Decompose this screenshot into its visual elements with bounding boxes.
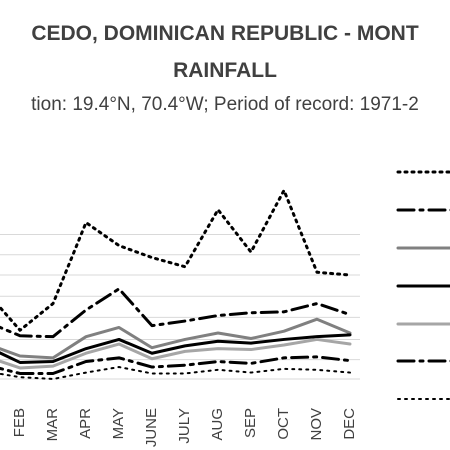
series-7-line <box>0 366 351 380</box>
chart-subtitle: tion: 19.4°N, 70.4°W; Period of record: … <box>31 94 419 115</box>
x-tick-label-oct: OCT <box>275 408 292 440</box>
x-tick-label-july: JULY <box>176 408 193 444</box>
x-tick-label-may: MAY <box>110 408 127 439</box>
series-4-line <box>0 333 352 364</box>
x-tick-label-mar: MAR <box>44 408 61 442</box>
x-tick-label-aug: AUG <box>209 408 226 441</box>
chart-title-line-2: RAINFALL <box>173 59 277 82</box>
x-tick-label-nov: NOV <box>308 408 325 441</box>
x-tick-label-feb: FEB <box>11 408 28 437</box>
x-tick-label-apr: APR <box>77 408 94 439</box>
x-tick-label-sep: SEP <box>242 408 259 438</box>
series-3-line <box>0 317 352 360</box>
series-2-line <box>0 287 352 339</box>
x-tick-label-dec: DEC <box>341 408 358 440</box>
series-5-line <box>0 337 352 370</box>
series-1-line <box>0 188 352 332</box>
x-tick-label-june: JUNE <box>143 408 160 447</box>
chart-title-line-1: CEDO, DOMINICAN REPUBLIC - MONT <box>31 22 419 45</box>
series-6-line <box>0 355 352 375</box>
